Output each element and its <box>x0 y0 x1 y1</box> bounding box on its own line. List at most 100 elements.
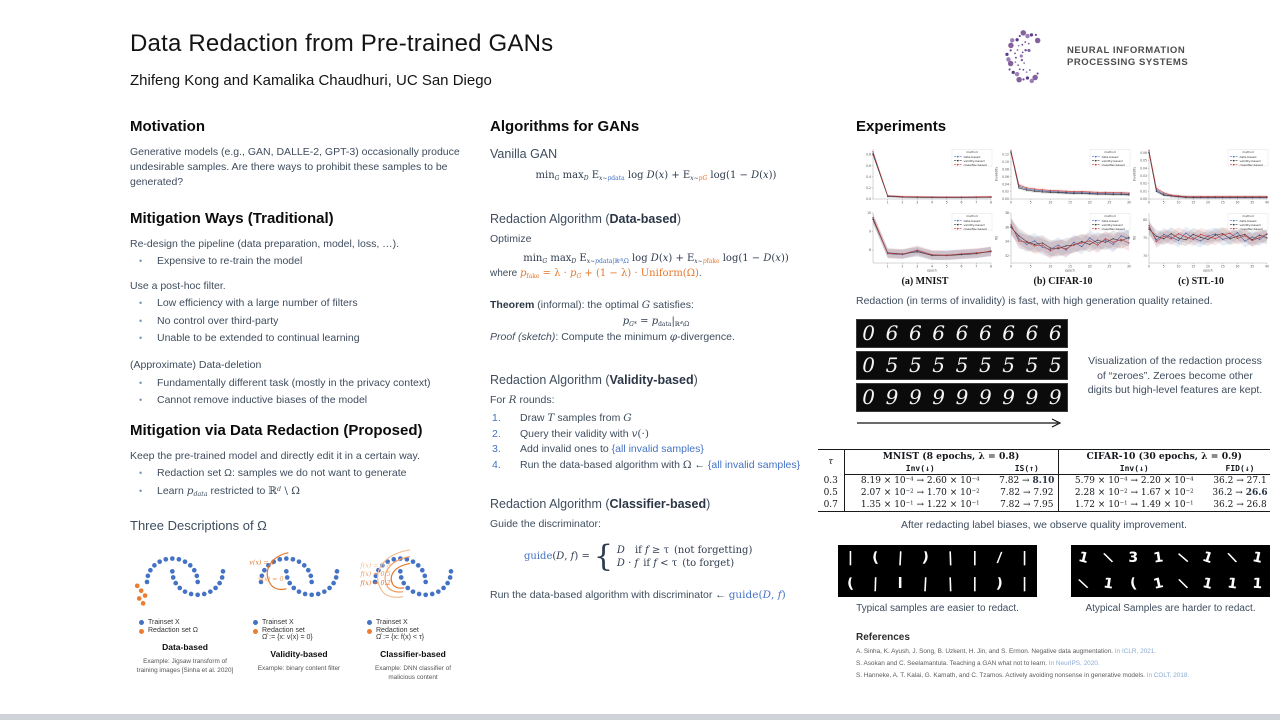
svg-text:10: 10 <box>867 211 871 215</box>
legend-trainset: Trainset X <box>376 618 408 626</box>
theorem-line: Theorem (informal): the optimal G satisf… <box>490 298 694 311</box>
svg-text:0.05: 0.05 <box>1140 159 1147 163</box>
col-header-cifar-group: CIFAR-10 (30 epochs, λ = 0.9) <box>1086 451 1243 462</box>
references: References A. Sinha, K. Ayush, J. Song, … <box>856 632 1270 680</box>
reference-text: S. Asokan and C. Seelamantula. Teaching … <box>856 659 1048 667</box>
svg-text:20: 20 <box>1206 264 1210 268</box>
results-table: τ MNIST (8 epochs, λ = 0.8) CIFAR-10 (30… <box>818 449 1270 512</box>
svg-text:epoch: epoch <box>1203 269 1213 273</box>
fid-value: 36.2 → 26.6 <box>1212 488 1268 498</box>
legend-redaction-def: Ω̂ := {x: v(x) = 0} <box>262 634 313 642</box>
bullet-item: No control over third-party <box>130 314 466 329</box>
svg-text:classifier-based: classifier-based <box>1102 163 1125 167</box>
typical-samples-image: |(|) | | / |(| l | | |) | <box>838 545 1037 597</box>
svg-text:0.02: 0.02 <box>1140 182 1147 186</box>
col-header-mnist-group: MNIST (8 epochs, λ = 0.8) <box>844 449 1059 463</box>
atypical-caption: Atypical Samples are harder to redact. <box>1085 603 1256 614</box>
col-header-inv-mnist: Inv(↓) <box>844 463 996 475</box>
bullet-item: Unable to be extended to continual learn… <box>130 331 466 346</box>
algorithms-heading: Algorithms for GANs <box>490 118 640 135</box>
svg-text:data-based: data-based <box>1240 155 1257 159</box>
table-row: 0.7 1.35 × 10−1 → 1.22 × 10−1 7.82 → 7.9… <box>818 499 1270 512</box>
svg-text:epoch: epoch <box>1065 269 1075 273</box>
proposed-heading: Mitigation via Data Redaction (Proposed) <box>130 421 423 439</box>
diagram-label: Data-based <box>162 642 208 653</box>
guide-lhs: guide(D, f) = <box>524 551 590 563</box>
svg-text:5: 5 <box>1030 200 1032 204</box>
fid-value: 36.2 → 26.8 <box>1213 500 1267 510</box>
reference-venue-link[interactable]: In COLT, 2018. <box>1146 671 1190 679</box>
svg-text:0: 0 <box>1148 200 1150 204</box>
svg-text:0.08: 0.08 <box>1002 167 1009 171</box>
neurips-logo: NEURAL INFORMATION PROCESSING SYSTEMS <box>996 20 1188 94</box>
svg-text:0.01: 0.01 <box>1140 189 1147 193</box>
svg-text:0.4: 0.4 <box>866 175 871 179</box>
svg-text:36: 36 <box>1005 225 1009 229</box>
plot-stl-invalidity: 0.00 0.01 0.02 0.03 0.04 0.05 0.06 0 5 10 15 20 25 30… <box>1133 149 1269 204</box>
diagram-label: Classifier-based <box>380 649 446 660</box>
atypical-samples-image: 1 \ 3 1 \ 1 \ 1 \ 1(1 \ 1 1 1 <box>1071 545 1270 597</box>
svg-text:0.6: 0.6 <box>866 164 871 168</box>
bullet-item: Low efficiency with a large number of fi… <box>130 296 466 311</box>
typical-caption: Typical samples are easier to redact. <box>856 603 1019 614</box>
svg-text:25: 25 <box>1221 264 1225 268</box>
neurips-logo-text: NEURAL INFORMATION PROCESSING SYSTEMS <box>1067 45 1188 70</box>
svg-text:0.02: 0.02 <box>1002 190 1009 194</box>
inv-cifar-value: 5.79 × 10−4 → 2.20 × 10−4 <box>1074 476 1194 486</box>
experiments-heading: Experiments <box>856 118 947 135</box>
svg-text:3: 3 <box>916 200 918 204</box>
svg-text:0.2: 0.2 <box>866 186 871 190</box>
plot-mnist-quality: 8 9 10 1 2 3 4 5 6 7 8 epoch methoddata-basedvalidit… <box>867 211 993 273</box>
svg-text:20: 20 <box>1206 200 1210 204</box>
reference-venue-link[interactable]: In ICLR, 2021. <box>1114 648 1157 655</box>
svg-text:validity-based: validity-based <box>964 223 985 227</box>
svg-text:6: 6 <box>961 264 963 268</box>
run-line: Run the data-based algorithm with discri… <box>490 588 786 601</box>
svg-text:34: 34 <box>1005 240 1009 244</box>
reference-item: A. Sinha, K. Ayush, J. Song, B. Uzkent, … <box>856 648 1270 656</box>
svg-text:0.04: 0.04 <box>1140 166 1147 170</box>
diagram-validity-based: v(x) = 1 v(x) = 0 Trainset X Redaction se… <box>244 541 354 683</box>
svg-text:validity-based: validity-based <box>1102 159 1123 163</box>
omega-diagrams: Trainset X Redaction set Ω Data-based Ex… <box>130 541 466 683</box>
legend-redaction: Redaction set <box>262 627 305 635</box>
svg-text:0.00: 0.00 <box>1002 197 1009 201</box>
svg-text:10: 10 <box>1048 200 1052 204</box>
group-lead: (Approximate) Data-deletion <box>130 359 262 372</box>
guide-label: Guide the discriminator: <box>490 517 601 530</box>
bullet-item: Fundamentally different task (mostly in … <box>130 376 466 391</box>
data-based-formula: minG maxD Ex∼pdata|ℝᵈ\Ω log D(x) + Ex∼pf… <box>523 252 789 265</box>
bottom-edge <box>0 714 1280 720</box>
motivation-text: Generative models (e.g., GAN, DALLE-2, G… <box>130 146 460 188</box>
proof-line: Proof (sketch): Compute the minimum φ-di… <box>490 331 735 344</box>
svg-text:data-based: data-based <box>1102 155 1119 159</box>
svg-text:4: 4 <box>931 200 933 204</box>
svg-text:method: method <box>1104 214 1116 218</box>
references-heading: References <box>856 632 910 643</box>
svg-text:10: 10 <box>1048 264 1052 268</box>
logo-line1: NEURAL INFORMATION <box>1067 44 1186 56</box>
svg-text:80: 80 <box>1143 218 1147 222</box>
svg-text:7: 7 <box>975 264 977 268</box>
neurips-logo-icon <box>1005 30 1041 84</box>
svg-text:10: 10 <box>1177 264 1181 268</box>
svg-text:classifier-based: classifier-based <box>964 227 987 231</box>
svg-text:15: 15 <box>1191 264 1195 268</box>
svg-text:2: 2 <box>902 200 904 204</box>
two-moons-plot: f(x) = 0.8f(x) = 0.5f(x) = 0.2 <box>359 548 454 598</box>
svg-text:0.00: 0.00 <box>1140 197 1147 201</box>
table-row: 0.3 8.19 × 10−4 → 2.60 × 10−4 7.82 → 8.1… <box>818 474 1270 487</box>
svg-text:classifier-based: classifier-based <box>964 163 987 167</box>
svg-text:15: 15 <box>1068 200 1072 204</box>
reference-venue-link[interactable]: In NeurIPS, 2020. <box>1048 659 1100 667</box>
svg-text:8: 8 <box>990 264 992 268</box>
diagram-example: Example: binary content filter <box>257 665 341 673</box>
svg-text:5: 5 <box>1163 264 1165 268</box>
tau-value: 0.7 <box>818 499 845 512</box>
svg-text:validity-based: validity-based <box>1240 223 1261 227</box>
svg-text:0.06: 0.06 <box>1140 151 1147 155</box>
svg-text:data-based: data-based <box>964 155 981 159</box>
arrow-right-icon <box>857 418 1062 428</box>
